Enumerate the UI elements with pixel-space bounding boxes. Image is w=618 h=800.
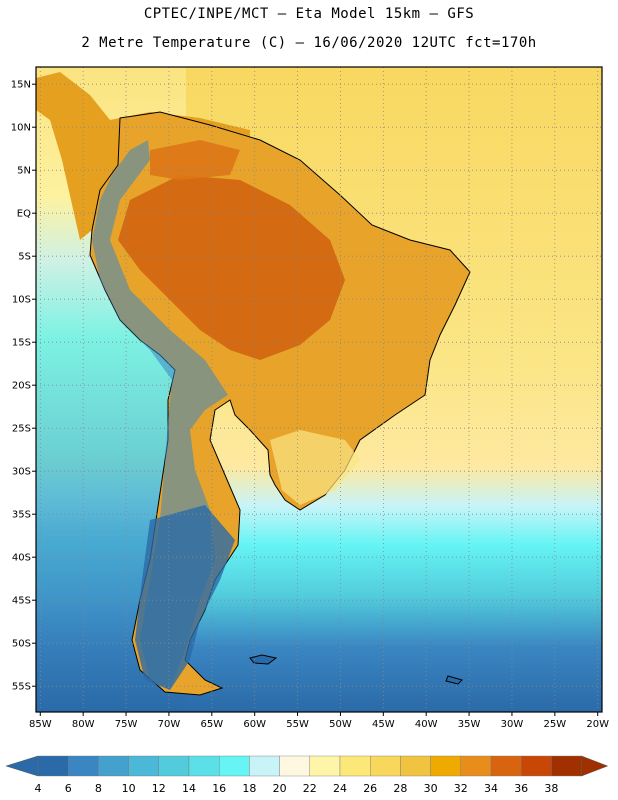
lat-label: 45S bbox=[12, 596, 31, 607]
latitude-labels: 15N 10N 5N EQ 5S 10S 15S 20S 25S 30S 35S 40S 45S 50S 5… bbox=[11, 80, 36, 693]
lat-label: 40S bbox=[12, 553, 31, 564]
lon-label: 75W bbox=[115, 719, 138, 730]
lon-label: 65W bbox=[200, 719, 223, 730]
map-title-line-2: 2 Metre Temperature (C) – 16/06/2020 12U… bbox=[81, 35, 537, 51]
lon-label: 40W bbox=[415, 719, 438, 730]
lat-label: 15S bbox=[12, 338, 31, 349]
colorbar-swatch bbox=[158, 755, 190, 777]
amazon-hot-region bbox=[118, 175, 345, 360]
colorbar-swatch bbox=[430, 755, 462, 777]
lon-label: 50W bbox=[329, 719, 352, 730]
colorbar-swatch bbox=[490, 755, 522, 777]
colorbar-swatch bbox=[521, 755, 552, 777]
lat-label: EQ bbox=[17, 209, 31, 220]
colorbar-label: 38 bbox=[544, 782, 558, 795]
colorbar-swatch bbox=[339, 755, 371, 777]
lon-label: 85W bbox=[29, 719, 52, 730]
lon-label: 70W bbox=[158, 719, 181, 730]
colorbar-label: 8 bbox=[95, 782, 102, 795]
colorbar-label: 34 bbox=[484, 782, 498, 795]
map-frame bbox=[35, 66, 603, 713]
map-title-line-1: CPTEC/INPE/MCT – Eta Model 15km – GFS bbox=[143, 6, 475, 22]
colorbar-label: 4 bbox=[35, 782, 42, 795]
colorbar-label: 22 bbox=[303, 782, 317, 795]
colorbar-swatch bbox=[279, 755, 311, 777]
colorbar-swatch bbox=[249, 755, 280, 777]
colorbar-swatch bbox=[218, 755, 250, 777]
lon-label: 25W bbox=[544, 719, 567, 730]
lat-label: 20S bbox=[12, 381, 31, 392]
colorbar-label: 14 bbox=[182, 782, 196, 795]
colorbar-swatch bbox=[67, 755, 99, 777]
colorbar-swatch bbox=[188, 755, 220, 777]
lon-label: 60W bbox=[243, 719, 266, 730]
colorbar-label: 36 bbox=[514, 782, 528, 795]
colorbar-label: 10 bbox=[122, 782, 136, 795]
colorbar-swatch bbox=[37, 755, 69, 777]
colorbar-swatch bbox=[309, 755, 341, 777]
colorbar-swatch bbox=[128, 755, 160, 777]
temperature-map: 15N 10N 5N EQ 5S 10S 15S 20S 25S 30S 35S 40S 45S 50S 5… bbox=[11, 66, 609, 730]
colorbar-high-arrow bbox=[581, 755, 609, 777]
lat-label: 50S bbox=[12, 639, 31, 650]
lat-label: 5N bbox=[17, 166, 31, 177]
lat-label: 10N bbox=[11, 123, 31, 134]
colorbar-label: 16 bbox=[212, 782, 226, 795]
colorbar-swatch bbox=[98, 755, 129, 777]
southern-brazil-mild bbox=[270, 430, 360, 505]
colorbar-swatch bbox=[370, 755, 401, 777]
colorbar-label: 32 bbox=[454, 782, 468, 795]
colorbar-label: 12 bbox=[152, 782, 166, 795]
colorbar-low-arrow bbox=[5, 755, 39, 777]
colorbar-label: 30 bbox=[424, 782, 438, 795]
colorbar-swatch bbox=[400, 755, 431, 777]
colorbar-label: 28 bbox=[393, 782, 407, 795]
longitude-labels: 85W 80W 75W 70W 65W 60W 55W 50W 45W 40W 35W 30W 25W 2… bbox=[29, 712, 609, 730]
lat-label: 15N bbox=[11, 80, 31, 91]
temperature-colorbar: 4 6 8 10 12 14 16 18 20 22 24 26 28 30 32 34 36 38 bbox=[5, 755, 609, 795]
lon-label: 30W bbox=[501, 719, 524, 730]
colorbar-label: 18 bbox=[242, 782, 256, 795]
lon-label: 45W bbox=[372, 719, 395, 730]
lon-label: 80W bbox=[72, 719, 95, 730]
lon-label: 20W bbox=[586, 719, 609, 730]
colorbar-label: 20 bbox=[273, 782, 287, 795]
lat-label: 30S bbox=[12, 467, 31, 478]
colorbar-label: 24 bbox=[333, 782, 347, 795]
colorbar-swatch bbox=[551, 755, 582, 777]
lon-label: 35W bbox=[458, 719, 481, 730]
colorbar-label: 6 bbox=[65, 782, 72, 795]
lat-label: 25S bbox=[12, 424, 31, 435]
lon-label: 55W bbox=[286, 719, 309, 730]
patagonia-cold bbox=[135, 505, 235, 690]
falkland-islands bbox=[249, 654, 278, 665]
lat-label: 55S bbox=[12, 682, 31, 693]
lat-label: 10S bbox=[12, 295, 31, 306]
colorbar-label: 26 bbox=[363, 782, 377, 795]
south-georgia bbox=[445, 675, 463, 685]
colorbar-swatch bbox=[460, 755, 492, 777]
lat-label: 35S bbox=[12, 510, 31, 521]
lat-label: 5S bbox=[18, 252, 31, 263]
